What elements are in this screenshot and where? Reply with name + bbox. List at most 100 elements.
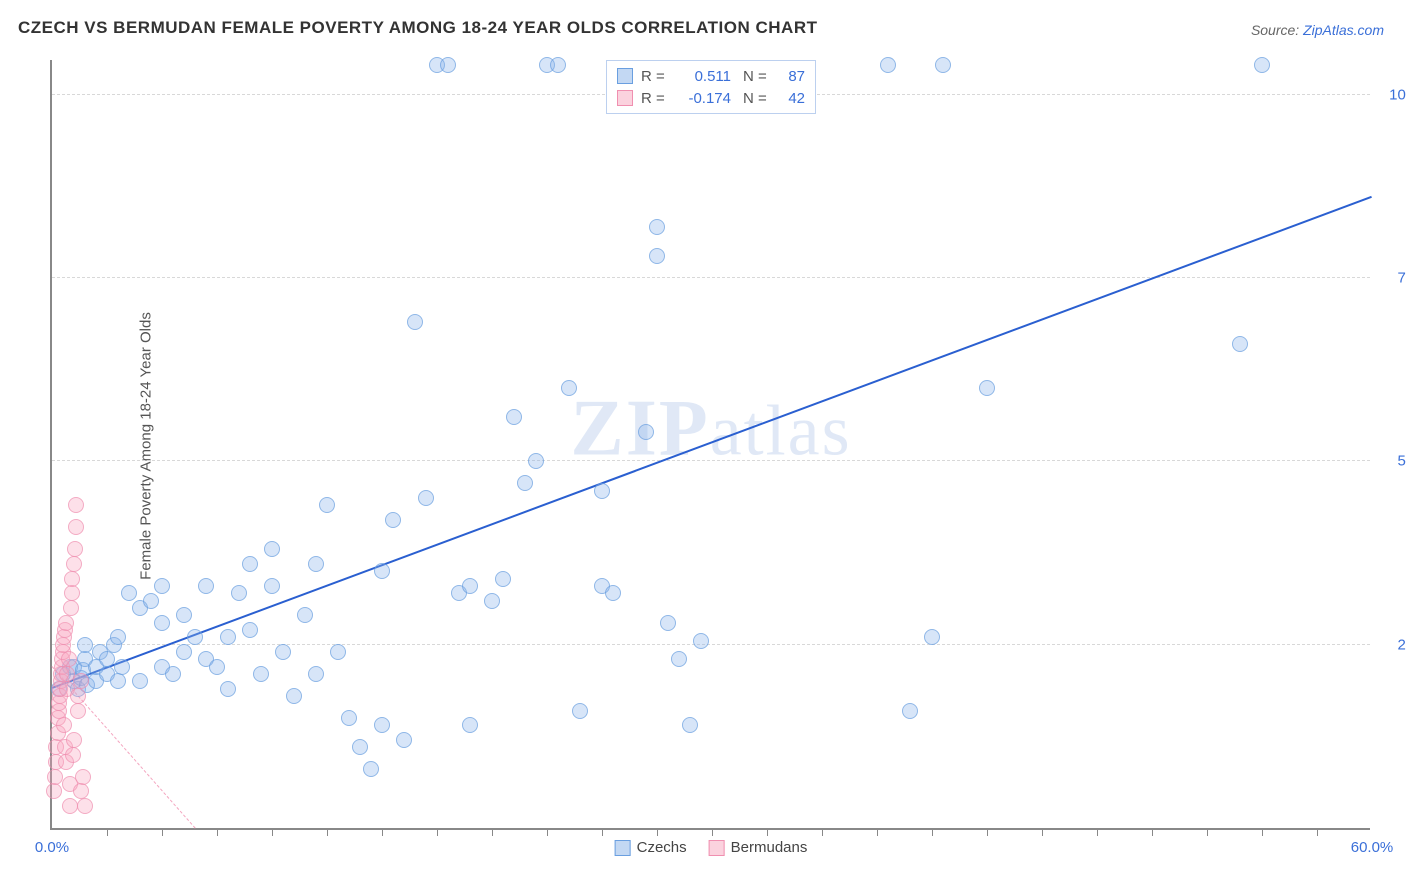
n-label: N =: [743, 68, 769, 85]
legend-label-czechs: Czechs: [637, 839, 687, 856]
data-point-czechs: [308, 556, 324, 572]
correlation-legend: R = 0.511 N = 87 R = -0.174 N = 42: [606, 60, 816, 114]
data-point-czechs: [132, 673, 148, 689]
data-point-czechs: [121, 585, 137, 601]
x-tick-label-max: 60.0%: [1351, 839, 1394, 856]
data-point-czechs: [220, 629, 236, 645]
data-point-czechs: [187, 629, 203, 645]
swatch-pink-icon: [709, 840, 725, 856]
x-tick: [492, 828, 493, 836]
data-point-czechs: [198, 578, 214, 594]
data-point-czechs: [253, 666, 269, 682]
data-point-czechs: [880, 57, 896, 73]
source-link[interactable]: ZipAtlas.com: [1303, 22, 1384, 38]
data-point-czechs: [297, 607, 313, 623]
data-point-czechs: [572, 703, 588, 719]
y-tick-label: 25.0%: [1375, 636, 1406, 653]
data-point-czechs: [341, 710, 357, 726]
data-point-czechs: [77, 637, 93, 653]
r-label: R =: [641, 90, 669, 107]
data-point-bermudans: [70, 688, 86, 704]
data-point-czechs: [561, 380, 577, 396]
data-point-bermudans: [67, 541, 83, 557]
data-point-czechs: [1254, 57, 1270, 73]
gridline-horizontal: [52, 277, 1370, 278]
data-point-czechs: [605, 585, 621, 601]
data-point-bermudans: [77, 798, 93, 814]
data-point-czechs: [110, 629, 126, 645]
x-tick: [822, 828, 823, 836]
data-point-czechs: [165, 666, 181, 682]
data-point-czechs: [209, 659, 225, 675]
data-point-bermudans: [63, 600, 79, 616]
data-point-czechs: [114, 659, 130, 675]
scatter-plot-area: ZIPatlas R = 0.511 N = 87 R = -0.174 N =…: [50, 60, 1370, 830]
data-point-bermudans: [58, 615, 74, 631]
data-point-bermudans: [68, 519, 84, 535]
data-point-czechs: [154, 615, 170, 631]
data-point-czechs: [517, 475, 533, 491]
data-point-czechs: [396, 732, 412, 748]
source-label: Source:: [1251, 22, 1303, 38]
data-point-czechs: [231, 585, 247, 601]
data-point-bermudans: [64, 571, 80, 587]
data-point-czechs: [660, 615, 676, 631]
data-point-czechs: [979, 380, 995, 396]
legend-label-bermudans: Bermudans: [731, 839, 808, 856]
legend-item-bermudans: Bermudans: [709, 839, 808, 856]
swatch-pink-icon: [617, 90, 633, 106]
x-tick: [712, 828, 713, 836]
data-point-czechs: [682, 717, 698, 733]
data-point-bermudans: [68, 497, 84, 513]
data-point-czechs: [418, 490, 434, 506]
data-point-czechs: [264, 578, 280, 594]
data-point-bermudans: [66, 556, 82, 572]
gridline-horizontal: [52, 644, 1370, 645]
n-value-czechs: 87: [777, 68, 805, 85]
data-point-czechs: [154, 578, 170, 594]
data-point-bermudans: [73, 783, 89, 799]
data-point-bermudans: [73, 673, 89, 689]
data-point-czechs: [110, 673, 126, 689]
x-tick-label-min: 0.0%: [35, 839, 69, 856]
legend-row-bermudans: R = -0.174 N = 42: [617, 87, 805, 109]
swatch-blue-icon: [615, 840, 631, 856]
data-point-czechs: [693, 633, 709, 649]
data-point-czechs: [407, 314, 423, 330]
data-point-czechs: [330, 644, 346, 660]
data-point-czechs: [352, 739, 368, 755]
data-point-czechs: [924, 629, 940, 645]
watermark-atlas: atlas: [710, 390, 852, 470]
data-point-czechs: [935, 57, 951, 73]
y-tick-label: 75.0%: [1375, 270, 1406, 287]
x-tick: [1152, 828, 1153, 836]
legend-item-czechs: Czechs: [615, 839, 687, 856]
data-point-czechs: [440, 57, 456, 73]
r-value-bermudans: -0.174: [677, 90, 731, 107]
data-point-czechs: [1232, 336, 1248, 352]
x-tick: [657, 828, 658, 836]
series-legend: Czechs Bermudans: [615, 839, 808, 856]
x-tick: [1207, 828, 1208, 836]
source-attribution: Source: ZipAtlas.com: [1251, 22, 1384, 38]
n-label: N =: [743, 90, 769, 107]
data-point-czechs: [275, 644, 291, 660]
data-point-bermudans: [75, 769, 91, 785]
data-point-czechs: [176, 607, 192, 623]
data-point-czechs: [638, 424, 654, 440]
chart-title: CZECH VS BERMUDAN FEMALE POVERTY AMONG 1…: [18, 18, 818, 38]
swatch-blue-icon: [617, 68, 633, 84]
x-tick: [932, 828, 933, 836]
data-point-czechs: [495, 571, 511, 587]
gridline-horizontal: [52, 460, 1370, 461]
data-point-czechs: [594, 483, 610, 499]
data-point-czechs: [462, 717, 478, 733]
data-point-bermudans: [46, 783, 62, 799]
x-tick: [162, 828, 163, 836]
data-point-bermudans: [66, 732, 82, 748]
data-point-czechs: [550, 57, 566, 73]
x-tick: [1042, 828, 1043, 836]
data-point-czechs: [220, 681, 236, 697]
data-point-czechs: [308, 666, 324, 682]
y-tick-label: 50.0%: [1375, 453, 1406, 470]
